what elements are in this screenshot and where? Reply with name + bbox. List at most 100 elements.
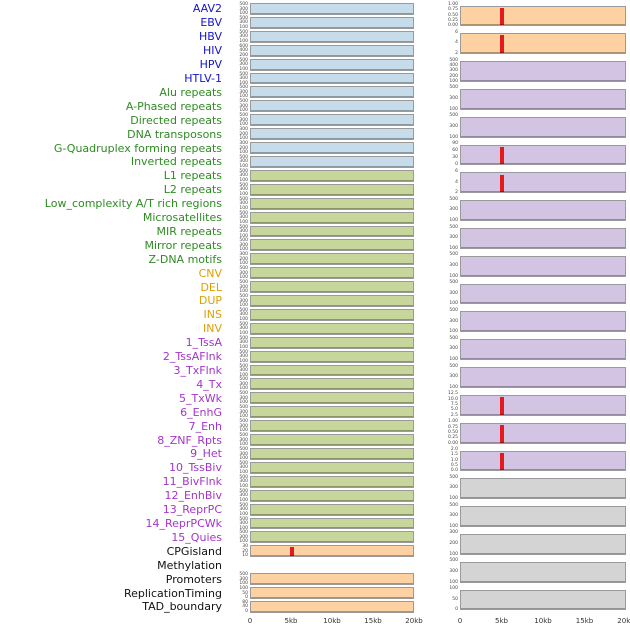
y-axis-ticks: 500 300 100: [228, 16, 250, 30]
y-tick-label: 300: [449, 123, 458, 129]
y-tick-label: 100: [239, 525, 248, 531]
track-panel: [250, 267, 414, 280]
y-tick-label: 0.5: [450, 462, 458, 468]
track-row: 500 300 100: [428, 280, 626, 308]
track-row: Z-DNA motifs 300 200 100: [0, 252, 414, 266]
y-tick-label: 300: [239, 423, 248, 429]
y-axis-ticks: 500 300 100: [228, 30, 250, 44]
y-tick-label: 500: [239, 363, 248, 369]
track-row: 15_Quies 500 300 100: [0, 530, 414, 544]
y-axis-ticks: 500 300 100: [228, 197, 250, 211]
track-row: 2.0 1.5 1.0 0.5 0.0: [428, 447, 626, 475]
y-tick-label: 20: [242, 548, 248, 554]
y-axis-ticks: 12.5 10.0 7.5 5.0 2.5: [428, 391, 460, 419]
track-label: HBV: [198, 30, 222, 44]
track-row: 1.00 0.75 0.50 0.25 0.00: [428, 419, 626, 447]
y-axis-ticks: 500 300 100: [228, 85, 250, 99]
y-tick-label: 300: [239, 521, 248, 527]
track-panel: [460, 561, 626, 583]
track-label: Inverted repeats: [130, 155, 222, 169]
track-panel: [250, 545, 414, 558]
y-tick-label: 300: [449, 485, 458, 491]
track-panel: [250, 600, 414, 613]
y-axis-ticks: 500 300 100: [228, 336, 250, 350]
y-axis-ticks: 300 200 100: [228, 252, 250, 266]
y-axis-ticks: 80 40 0: [228, 600, 250, 614]
track-label: HTLV-1: [184, 71, 222, 85]
y-axis-ticks: 500 300 100: [228, 475, 250, 489]
y-tick-label: 300: [239, 89, 248, 95]
track-panel: [460, 61, 626, 82]
track-row: HPV 500 300 100: [0, 58, 414, 72]
y-tick-label: 300: [239, 437, 248, 443]
y-tick-label: 300: [239, 326, 248, 332]
track-panel: [250, 3, 414, 15]
track-label: DNA transposons: [127, 127, 222, 141]
y-tick-label: 300: [239, 451, 248, 457]
y-tick-label: 500: [239, 474, 248, 480]
y-tick-label: 100: [239, 428, 248, 434]
track-label: DEL: [200, 280, 222, 294]
y-tick-label: 500: [239, 224, 248, 230]
highlight-marker: [500, 7, 504, 26]
y-tick-label: 1.00: [447, 419, 458, 425]
y-tick-label: 30: [242, 544, 248, 550]
y-axis-ticks: 500 300 100: [428, 280, 460, 308]
track-panel: [250, 448, 414, 460]
y-tick-label: 500: [239, 210, 248, 216]
track-row: L2 repeats 500 300 100: [0, 183, 414, 197]
y-tick-label: 100: [239, 289, 248, 295]
y-tick-label: 300: [449, 290, 458, 296]
y-tick-label: 200: [239, 145, 248, 151]
track-row: Directed repeats 500 300 100: [0, 113, 414, 127]
track-label: Microsatellites: [142, 211, 222, 225]
x-tick-label: 20kb: [617, 617, 630, 625]
y-tick-label: 0.00: [447, 23, 458, 29]
track-panel: [460, 589, 626, 611]
y-tick-label: 500: [239, 419, 248, 425]
track-panel: [250, 72, 414, 85]
y-tick-label: 0.75: [447, 7, 458, 13]
y-tick-label: 300: [239, 312, 248, 318]
track-row: CPGisland 30 20 10: [0, 544, 414, 558]
track-panel: [250, 142, 414, 154]
y-tick-label: 100: [239, 414, 248, 420]
y-axis-ticks: 500 300 100: [228, 489, 250, 503]
highlight-marker: [500, 452, 504, 471]
y-tick-label: 100: [239, 497, 248, 503]
y-tick-label: 100: [239, 108, 248, 114]
track-label: A-Phased repeats: [125, 99, 222, 113]
track-row: AAV2 500 300 100: [0, 2, 414, 16]
track-panel: [250, 114, 414, 127]
track-panel: [250, 517, 414, 530]
y-tick-label: 100: [239, 122, 248, 128]
track-row: 500 400 300 200 100: [428, 58, 626, 86]
x-tick-label: 10kb: [534, 617, 552, 625]
y-tick-label: 500: [449, 224, 458, 230]
y-tick-label: 300: [239, 284, 248, 290]
track-panel: [250, 16, 414, 29]
y-tick-label: 500: [239, 2, 248, 7]
track-label: L1 repeats: [163, 169, 222, 183]
track-label: 10_TssBiv: [169, 461, 222, 475]
y-tick-label: 0.00: [447, 440, 458, 446]
track-row: 10_TssBiv 500 300 100: [0, 461, 414, 475]
y-tick-label: 100: [239, 38, 248, 44]
track-label: CPGisland: [166, 544, 222, 558]
track-label: 6_EnhG: [180, 405, 222, 419]
y-tick-label: 4: [455, 40, 458, 46]
y-axis-ticks: 500 300 100: [228, 447, 250, 461]
y-tick-label: 300: [239, 368, 248, 374]
track-row: Methylation: [0, 558, 414, 572]
y-axis-ticks: 500 300 100: [228, 530, 250, 544]
y-tick-label: 80: [242, 599, 248, 605]
y-tick-label: 500: [239, 405, 248, 411]
y-tick-label: 200: [449, 73, 458, 79]
y-tick-label: 300: [239, 354, 248, 360]
y-tick-label: 300: [449, 346, 458, 352]
track-label: 14_ReprPCWk: [145, 516, 222, 530]
y-tick-label: 300: [239, 229, 248, 234]
track-label: 1_TssA: [185, 336, 222, 350]
track-panel: [250, 169, 414, 182]
